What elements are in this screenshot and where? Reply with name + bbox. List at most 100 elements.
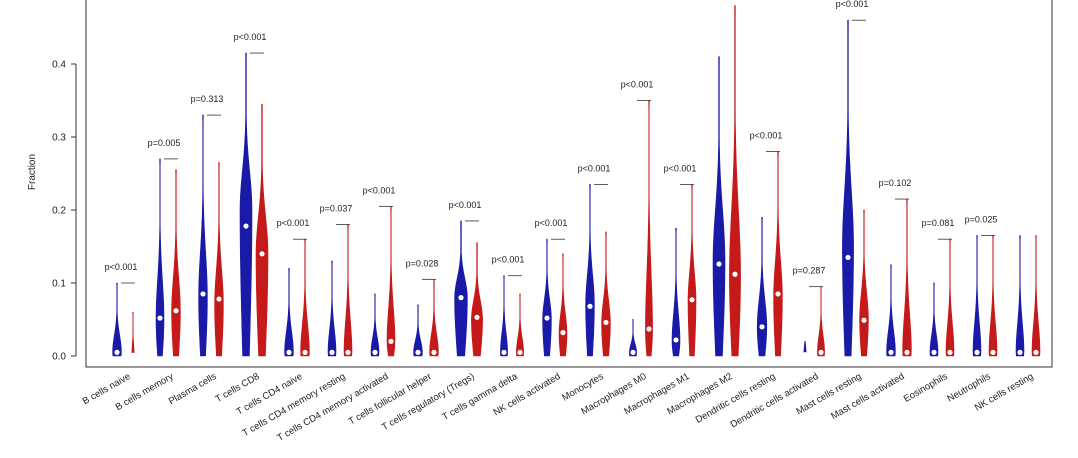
violin-group1 [500,275,508,357]
violin-group2 [471,242,483,357]
p-value-label: p=0.028 [406,258,439,268]
median-dot-group2 [1033,349,1039,355]
p-value-label: p=0.005 [148,138,181,148]
y-axis-title: Fraction [27,154,38,190]
y-tick-label: 0.3 [52,133,66,144]
violin-group2 [516,293,524,357]
violin-group [929,238,955,357]
violin-group2 [988,235,998,357]
p-value-label: p<0.001 [750,131,783,141]
violin-group1 [155,158,165,357]
violin-group2 [300,238,310,357]
violin-group [842,19,869,357]
y-tick-label: 0.1 [52,279,66,290]
p-value-label: p<0.001 [621,80,654,90]
violin-group [802,286,825,358]
median-dot-group1 [759,324,765,330]
p-value-label: p<0.001 [578,163,611,173]
violin-group2 [945,238,955,357]
p-value-label: p<0.001 [664,163,697,173]
violin-group1 [886,264,896,357]
median-dot-group2 [431,349,437,355]
violin-group2 [645,100,653,357]
median-dot-group2 [345,349,351,355]
violin-group2 [171,169,181,357]
violin-group1 [585,184,595,357]
median-dot-group2 [603,319,609,326]
violin-group2 [131,311,135,357]
x-category-label: T cells gamma delta [441,371,521,423]
violin-group [585,184,611,357]
median-dot-group1 [974,349,980,355]
y-tick-label: 0.0 [52,352,66,363]
p-value-label: p<0.001 [449,200,482,210]
violin-group1 [198,114,208,357]
violin-group [671,184,697,357]
median-dot-group1 [114,349,120,355]
violin-group1 [629,319,637,357]
median-dot-group2 [861,317,867,323]
violin-group [413,279,439,357]
median-dot-group2 [474,314,480,320]
violin-group1 [284,268,294,357]
violin-group [198,114,224,357]
median-dot-group1 [157,315,163,321]
violin-group [712,5,741,357]
violin-group [629,100,653,357]
violin-group1 [1015,235,1025,357]
median-dot-group2 [517,349,523,355]
median-dot-group1 [501,349,507,355]
x-category-label: Plasma cells [167,371,219,407]
violin-group2 [859,209,869,357]
p-value-annotations: p<0.001 p=0.005 p=0.313 p<0.001 p<0.001 p=0.0… [105,0,998,288]
median-dot-group2 [947,349,953,355]
median-dot-group1 [544,315,550,321]
violin-group2 [429,279,439,357]
violin-group1 [712,56,726,357]
p-value-label: p<0.001 [363,185,396,195]
median-dot-group1 [1017,349,1023,355]
y-axis: 0.0 0.1 0.2 0.3 0.4 [52,60,77,363]
violin-group1 [671,227,681,357]
median-dot-group2 [689,297,695,303]
violin-group [370,206,396,357]
p-value-label: p<0.001 [234,32,267,42]
violin-group1 [454,220,468,357]
violin-group2 [601,231,611,357]
median-dot-group1 [716,261,722,267]
violin-group1 [327,260,337,357]
violin-group1 [413,304,423,357]
p-value-label: p<0.001 [105,262,138,272]
y-tick-label: 0.4 [52,60,66,71]
median-dot-group1 [458,295,464,301]
violin-group2 [773,151,783,357]
violin-group [500,275,524,357]
violin-group2 [386,206,396,357]
y-tick-label: 0.2 [52,206,66,217]
median-dot-group2 [388,338,394,344]
violin-group1 [972,235,982,357]
median-dot-group1 [931,349,937,355]
median-dot-group2 [732,271,738,277]
violin-group [542,238,568,357]
median-dot-group2 [173,308,179,314]
median-dot-group2 [990,349,996,355]
violin-group [155,158,181,357]
median-dot-group2 [560,330,566,336]
median-dot-group1 [802,351,808,358]
x-category-label: Eosinophils [902,371,950,405]
x-category-label: Mast cells activated [829,371,906,422]
violin-group [112,282,136,358]
violin-group1 [370,293,380,357]
violin-group [327,224,353,357]
median-dot-group1 [587,303,593,309]
violin-group [972,235,998,357]
median-dot-group1 [243,223,249,229]
p-value-label: p=0.025 [965,215,998,225]
median-dot-group2 [818,349,824,355]
violin-group2 [817,286,825,357]
violin-group1 [756,217,768,357]
median-dot-group1 [673,337,679,343]
